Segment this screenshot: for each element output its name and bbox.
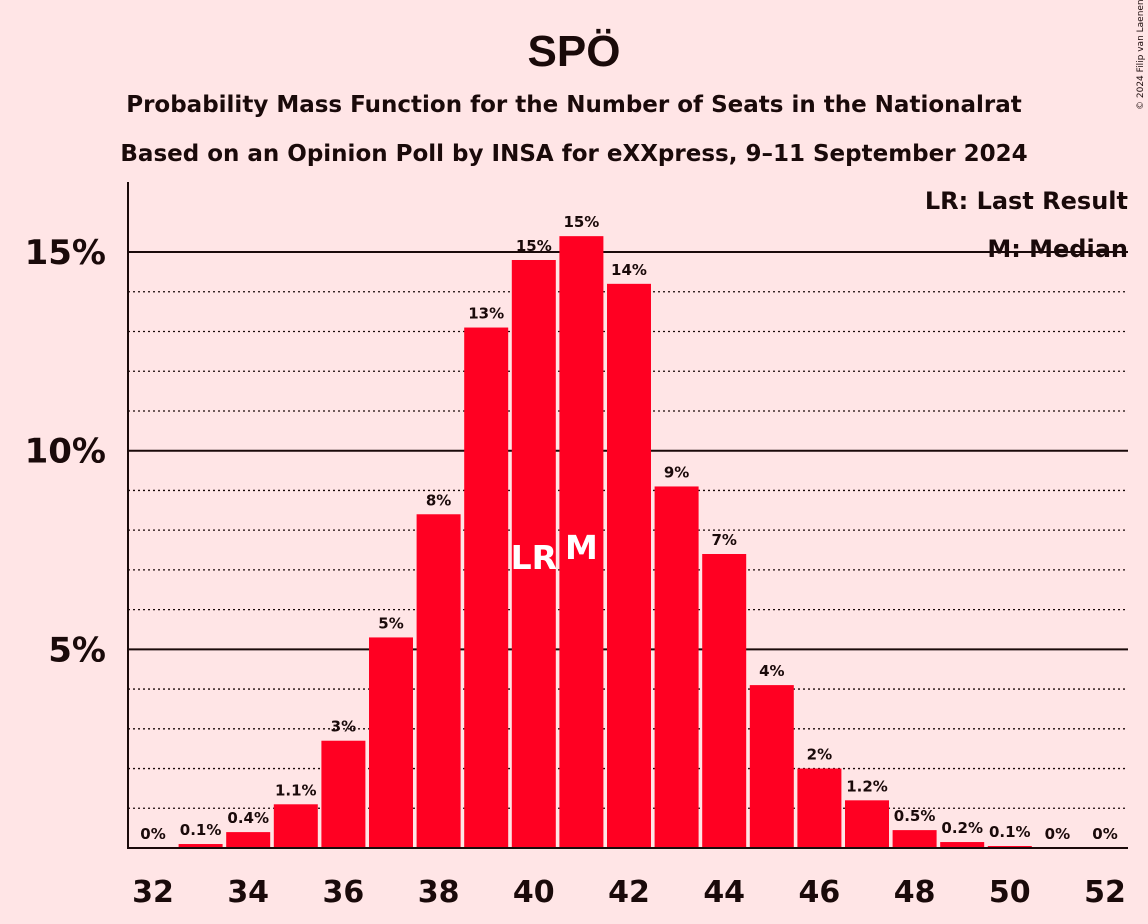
legend-last-result: LR: Last Result (925, 187, 1128, 215)
data-label-seat-33: 0.1% (180, 821, 222, 839)
x-tick-label: 38 (418, 875, 460, 910)
data-labels: 0% 0.1% 0.4% 1.1% 3% 5% 8% 13% 15% 15% 14% 9% 7% 4% 2%… (140, 213, 1117, 843)
last-result-marker: LR (511, 538, 557, 577)
bar-seat-49 (940, 842, 985, 848)
y-tick-label: 10% (25, 432, 106, 472)
x-tick-label: 36 (323, 875, 365, 910)
data-label-seat-39: 13% (468, 305, 504, 323)
bar-seat-37 (369, 637, 413, 848)
x-tick-label: 32 (132, 875, 174, 910)
data-label-seat-47: 1.2% (846, 777, 888, 795)
data-label-seat-35: 1.1% (275, 781, 317, 799)
x-tick-label: 48 (894, 875, 936, 910)
bar-seat-33 (178, 844, 223, 848)
x-tick-label: 46 (799, 875, 841, 910)
data-label-seat-43: 9% (664, 463, 689, 481)
x-tick-label: 40 (513, 875, 555, 910)
x-tick-label: 34 (227, 875, 269, 910)
data-label-seat-51: 0% (1045, 825, 1070, 843)
bars (178, 236, 1032, 849)
x-axis-ticks: 32 34 36 38 40 42 44 46 48 50 52 (132, 875, 1126, 910)
copyright-note: © 2024 Filip van Laenen (1136, 0, 1146, 110)
y-axis-ticks: 5% 10% 15% (25, 233, 106, 670)
bar-seat-45 (749, 685, 794, 848)
data-label-seat-40: 15% (516, 237, 552, 255)
x-tick-label: 50 (989, 875, 1031, 910)
bar-seat-38 (416, 514, 461, 848)
bar-seat-44 (702, 553, 747, 848)
data-label-seat-34: 0.4% (227, 809, 269, 827)
bar-seat-36 (321, 740, 366, 848)
y-tick-label: 5% (48, 630, 106, 670)
data-label-seat-41: 15% (563, 213, 599, 231)
y-tick-label: 15% (25, 233, 106, 273)
data-label-seat-50: 0.1% (989, 823, 1031, 841)
data-label-seat-38: 8% (426, 491, 451, 509)
data-label-seat-42: 14% (611, 261, 647, 279)
chart-subtitle-2: Based on an Opinion Poll by INSA for eXX… (120, 141, 1027, 167)
chart-title: SPÖ (528, 27, 621, 76)
bar-seat-35 (273, 804, 318, 848)
data-label-seat-48: 0.5% (894, 807, 936, 825)
bar-seat-46 (797, 768, 842, 848)
legend-median: M: Median (987, 235, 1128, 263)
bar-seat-34 (226, 832, 271, 848)
data-label-seat-45: 4% (759, 662, 784, 680)
data-label-seat-44: 7% (711, 531, 736, 549)
bar-seat-40 (511, 259, 556, 849)
bar-markers: LR M (511, 528, 598, 577)
median-marker: M (565, 528, 598, 567)
data-label-seat-36: 3% (331, 718, 356, 736)
data-label-seat-49: 0.2% (941, 819, 983, 837)
data-label-seat-32: 0% (140, 825, 165, 843)
bar-seat-41 (559, 236, 604, 848)
x-tick-label: 52 (1084, 875, 1126, 910)
chart-subtitle-1: Probability Mass Function for the Number… (126, 92, 1022, 118)
bar-seat-47 (845, 800, 889, 848)
data-label-seat-52: 0% (1092, 825, 1117, 843)
data-label-seat-37: 5% (378, 614, 403, 632)
bar-seat-39 (464, 327, 509, 848)
bar-seat-43 (654, 486, 699, 848)
bar-seat-48 (892, 830, 937, 848)
bar-seat-42 (607, 283, 651, 849)
x-tick-label: 44 (703, 875, 745, 910)
data-label-seat-46: 2% (807, 746, 832, 764)
x-tick-label: 42 (608, 875, 650, 910)
